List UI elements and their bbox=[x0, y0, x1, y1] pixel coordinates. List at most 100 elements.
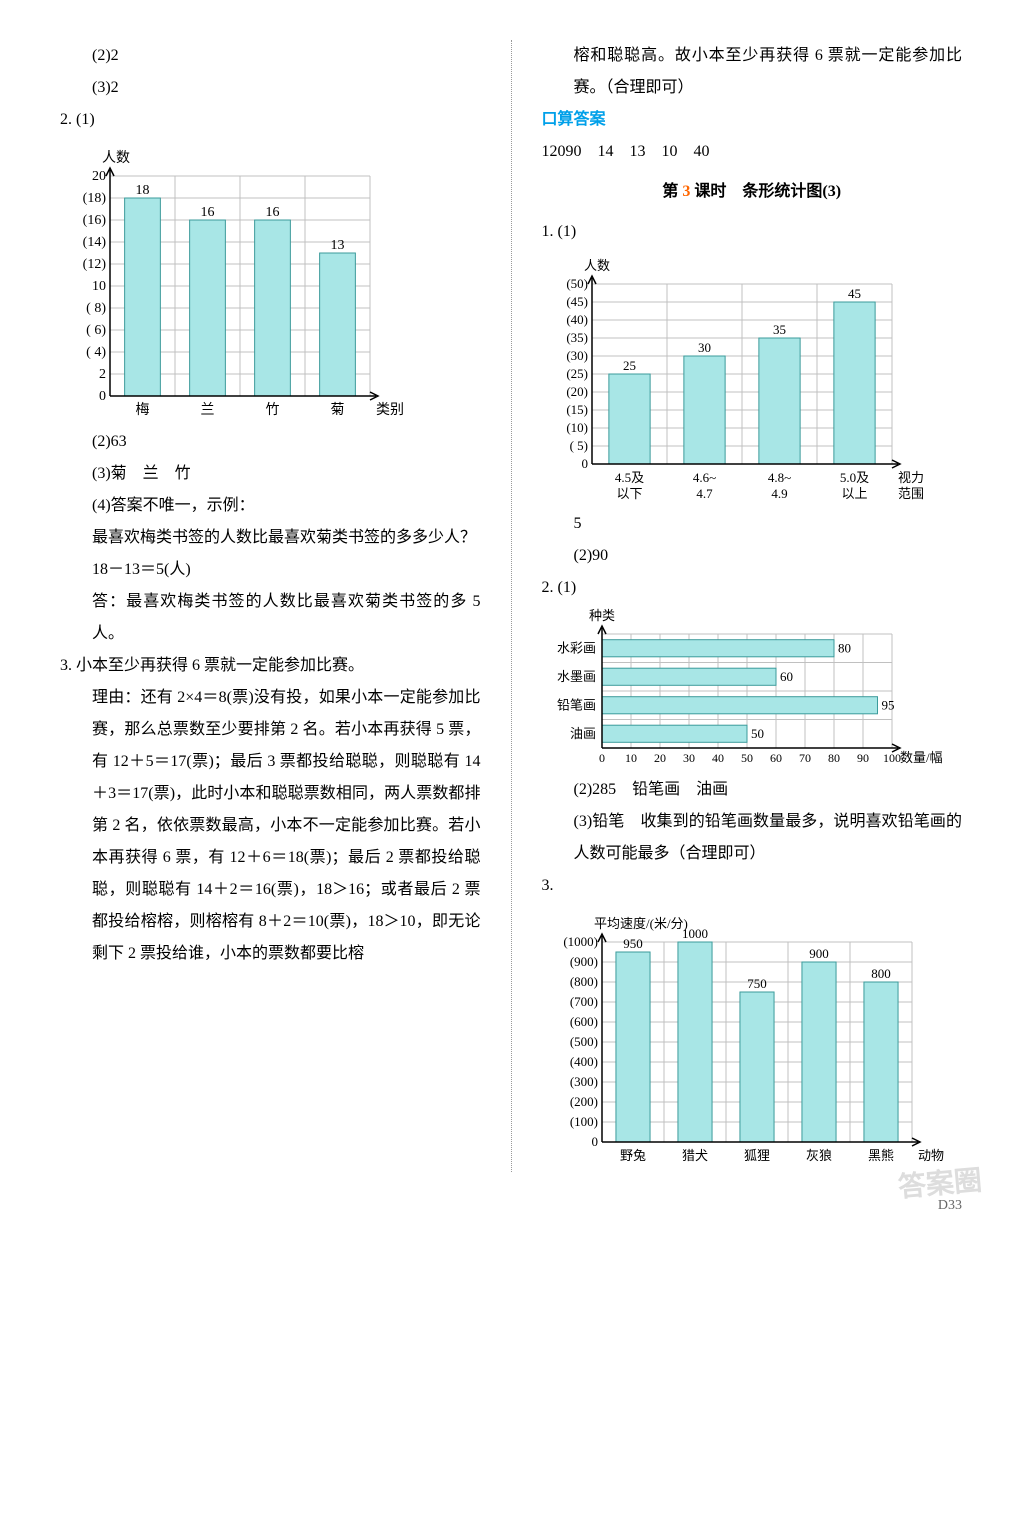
page-footer: D33 bbox=[60, 1192, 962, 1220]
chart-4: 95010007509008000(100)(200)(300)(400)(50… bbox=[542, 902, 962, 1172]
svg-text:以下: 以下 bbox=[616, 486, 642, 501]
svg-text:( 6): ( 6) bbox=[86, 323, 106, 338]
chart-3-container: 806095500102030405060708090100水彩画水墨画铅笔画油… bbox=[542, 604, 963, 774]
svg-text:4.7: 4.7 bbox=[696, 486, 713, 501]
svg-text:视力: 视力 bbox=[898, 470, 924, 485]
left-column: (2)2 (3)2 2. (1) 1816161302( 4)( 6)( 8)1… bbox=[60, 40, 481, 1172]
text: (2)63 bbox=[60, 426, 481, 458]
svg-text:16: 16 bbox=[201, 205, 215, 220]
svg-text:25: 25 bbox=[623, 358, 636, 373]
svg-text:35: 35 bbox=[773, 322, 786, 337]
svg-text:水墨画: 水墨画 bbox=[556, 669, 595, 684]
svg-text:800: 800 bbox=[871, 966, 891, 981]
svg-text:以上: 以上 bbox=[841, 486, 867, 501]
svg-text:水彩画: 水彩画 bbox=[556, 640, 595, 655]
text: (2)285 铅笔画 油画 bbox=[542, 774, 963, 806]
right-column: 榕和聪聪高。故小本至少再获得 6 票就一定能参加比赛。（合理即可） 口算答案 1… bbox=[542, 40, 963, 1172]
svg-text:种类: 种类 bbox=[588, 608, 614, 623]
svg-text:45: 45 bbox=[848, 286, 861, 301]
title-pre: 第 bbox=[662, 183, 682, 200]
title-post: 课时 条形统计图(3) bbox=[690, 183, 841, 200]
chart-4-container: 95010007509008000(100)(200)(300)(400)(50… bbox=[542, 902, 963, 1172]
text: (4)答案不唯一，示例： bbox=[60, 490, 481, 522]
svg-text:0: 0 bbox=[99, 389, 106, 404]
svg-text:( 4): ( 4) bbox=[86, 345, 106, 360]
svg-text:10: 10 bbox=[625, 751, 637, 765]
svg-text:4.5及: 4.5及 bbox=[614, 470, 643, 485]
text: 2. (1) bbox=[60, 104, 481, 136]
svg-text:0: 0 bbox=[591, 1134, 598, 1149]
svg-text:(300): (300) bbox=[569, 1074, 597, 1089]
svg-text:(700): (700) bbox=[569, 994, 597, 1009]
svg-text:(14): (14) bbox=[83, 235, 107, 250]
svg-text:(800): (800) bbox=[569, 974, 597, 989]
svg-text:平均速度/(米/分): 平均速度/(米/分) bbox=[594, 916, 688, 931]
text: (3)铅笔 收集到的铅笔画数量最多，说明喜欢铅笔画的人数可能最多（合理即可） bbox=[542, 806, 963, 870]
text: 3. 小本至少再获得 6 票就一定能参加比赛。 bbox=[60, 650, 481, 682]
svg-text:30: 30 bbox=[683, 751, 695, 765]
section-label: 口算答案 bbox=[542, 104, 963, 136]
svg-text:50: 50 bbox=[741, 751, 753, 765]
svg-text:范围: 范围 bbox=[898, 486, 924, 501]
chart-2-container: 253035450( 5)(10)(15)(20)(25)(30)(35)(40… bbox=[542, 248, 963, 508]
svg-text:(10): (10) bbox=[566, 420, 588, 435]
svg-text:90: 90 bbox=[857, 751, 869, 765]
svg-text:菊: 菊 bbox=[331, 402, 345, 418]
svg-text:(16): (16) bbox=[83, 213, 107, 228]
svg-text:(900): (900) bbox=[569, 954, 597, 969]
svg-text:80: 80 bbox=[828, 751, 840, 765]
page: (2)2 (3)2 2. (1) 1816161302( 4)( 6)( 8)1… bbox=[60, 40, 962, 1172]
text: 12090 14 13 10 40 bbox=[542, 136, 963, 168]
svg-text:95: 95 bbox=[881, 697, 894, 712]
svg-text:0: 0 bbox=[599, 751, 605, 765]
text: 18－13＝5(人) bbox=[60, 554, 481, 586]
text: 2. (1) bbox=[542, 572, 963, 604]
text: 答：最喜欢梅类书签的人数比最喜欢菊类书签的多 5 人。 bbox=[60, 586, 481, 650]
svg-text:(500): (500) bbox=[569, 1034, 597, 1049]
svg-text:数量/幅: 数量/幅 bbox=[900, 750, 943, 765]
svg-text:16: 16 bbox=[266, 205, 280, 220]
svg-text:30: 30 bbox=[698, 340, 711, 355]
text: (3)菊 兰 竹 bbox=[60, 458, 481, 490]
svg-text:梅: 梅 bbox=[136, 402, 150, 418]
svg-text:40: 40 bbox=[712, 751, 724, 765]
svg-text:20: 20 bbox=[654, 751, 666, 765]
text: 1. (1) bbox=[542, 216, 963, 248]
svg-text:油画: 油画 bbox=[569, 726, 595, 741]
svg-text:10: 10 bbox=[92, 279, 106, 294]
chart-3: 806095500102030405060708090100水彩画水墨画铅笔画油… bbox=[542, 604, 962, 774]
text: 5 bbox=[542, 508, 963, 540]
svg-text:(50): (50) bbox=[566, 276, 588, 291]
svg-text:13: 13 bbox=[331, 238, 345, 253]
chart-1: 1816161302( 4)( 6)( 8)10(12)(14)(16)(18)… bbox=[60, 136, 420, 426]
svg-text:60: 60 bbox=[770, 751, 782, 765]
svg-text:100: 100 bbox=[883, 751, 901, 765]
svg-text:灰狼: 灰狼 bbox=[805, 1148, 831, 1163]
svg-text:750: 750 bbox=[747, 976, 767, 991]
svg-text:(12): (12) bbox=[83, 257, 107, 272]
svg-text:竹: 竹 bbox=[266, 402, 280, 418]
text: 3. bbox=[542, 870, 963, 902]
svg-text:0: 0 bbox=[581, 456, 588, 471]
svg-text:(15): (15) bbox=[566, 402, 588, 417]
svg-text:黑熊: 黑熊 bbox=[867, 1148, 893, 1163]
svg-text:4.9: 4.9 bbox=[771, 486, 787, 501]
svg-text:人数: 人数 bbox=[584, 258, 610, 273]
svg-text:5.0及: 5.0及 bbox=[839, 470, 868, 485]
svg-text:野兔: 野兔 bbox=[619, 1148, 645, 1163]
svg-text:猎犬: 猎犬 bbox=[681, 1148, 707, 1163]
svg-text:(200): (200) bbox=[569, 1094, 597, 1109]
svg-text:动物: 动物 bbox=[918, 1148, 944, 1163]
svg-text:50: 50 bbox=[751, 726, 764, 741]
text: 榕和聪聪高。故小本至少再获得 6 票就一定能参加比赛。（合理即可） bbox=[542, 40, 963, 104]
svg-text:(600): (600) bbox=[569, 1014, 597, 1029]
column-divider bbox=[511, 40, 512, 1172]
svg-text:狐狸: 狐狸 bbox=[743, 1148, 769, 1163]
lesson-title: 第 3 课时 条形统计图(3) bbox=[542, 176, 963, 208]
svg-text:(35): (35) bbox=[566, 330, 588, 345]
svg-text:(18): (18) bbox=[83, 191, 107, 206]
svg-text:(45): (45) bbox=[566, 294, 588, 309]
svg-text:( 5): ( 5) bbox=[569, 438, 587, 453]
svg-text:4.6~: 4.6~ bbox=[692, 470, 715, 485]
svg-text:(25): (25) bbox=[566, 366, 588, 381]
